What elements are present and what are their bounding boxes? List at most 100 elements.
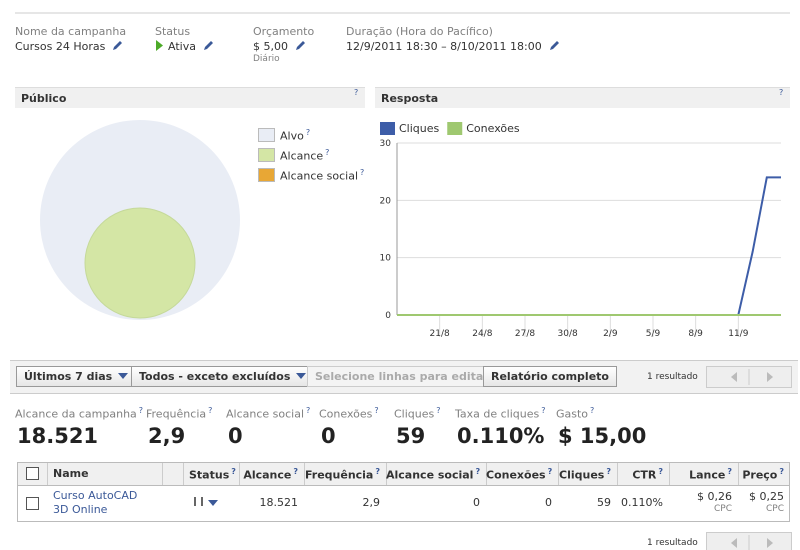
help-icon[interactable]: ?: [325, 148, 330, 157]
column-title: Conexões: [486, 468, 546, 482]
stat-label: Alcance da campanha?: [15, 406, 143, 421]
help-icon[interactable]: ?: [779, 467, 784, 476]
audience-header: Público: [15, 87, 365, 108]
stat-label: Cliques?: [394, 406, 441, 421]
x-tick-label: 2/9: [603, 329, 618, 339]
legend-text: Alcance social: [280, 169, 359, 183]
column-title: Cliques: [559, 468, 605, 482]
legend-label: Cliques: [399, 122, 440, 135]
column-header[interactable]: Alcance social?: [386, 467, 480, 482]
column-divider: [617, 463, 618, 485]
checkbox[interactable]: [26, 497, 39, 510]
legend-text: Alcance: [280, 149, 324, 163]
stat-label-text: Frequência: [146, 407, 207, 421]
stat-label: Gasto?: [556, 406, 594, 421]
cell-unit: CPC: [714, 504, 732, 514]
column-header[interactable]: Alcance?: [239, 467, 298, 482]
help-icon[interactable]: ?: [360, 168, 365, 177]
help-icon[interactable]: ?: [436, 406, 441, 415]
x-tick-label: 5/9: [646, 329, 661, 339]
edit-icon[interactable]: [202, 40, 214, 51]
status-dropdown[interactable]: [207, 499, 219, 507]
help-icon[interactable]: ?: [375, 467, 380, 476]
column-header[interactable]: Conexões?: [486, 467, 552, 482]
help-icon[interactable]: ?: [606, 467, 611, 476]
help-icon[interactable]: ?: [231, 467, 236, 476]
table-row: [17, 485, 790, 522]
stat-label-text: Gasto: [556, 407, 589, 421]
help-icon[interactable]: ?: [590, 406, 595, 415]
y-tick-label: 0: [385, 311, 391, 321]
edit-icon[interactable]: [294, 40, 306, 51]
column-divider: [47, 463, 48, 485]
column-divider: [558, 463, 559, 485]
y-tick-label: 30: [380, 139, 392, 149]
help-icon[interactable]: ?: [293, 467, 298, 476]
column-title: Lance: [689, 468, 726, 482]
help-icon[interactable]: ?: [658, 467, 663, 476]
toolbar-button[interactable]: Últimos 7 dias: [16, 366, 139, 387]
help-icon[interactable]: ?: [138, 406, 144, 415]
dropdown-arrow: [118, 373, 129, 379]
x-tick-label: 27/8: [515, 329, 535, 339]
help-icon[interactable]: ?: [208, 406, 213, 415]
column-header[interactable]: Preço?: [738, 467, 784, 482]
cell-unit: CPC: [766, 504, 784, 514]
toolbar-button[interactable]: Relatório completo: [483, 366, 617, 387]
stat-value: 2,9: [148, 424, 186, 448]
legend-swatch: [258, 148, 275, 162]
stat-label: Alcance social?: [226, 406, 310, 421]
stat-label-text: Conexões: [319, 407, 373, 421]
help-icon[interactable]: ?: [305, 128, 311, 137]
edit-icon[interactable]: [548, 40, 560, 51]
stat-label-text: Taxa de cliques: [455, 407, 540, 421]
cell-value: 0: [545, 496, 552, 509]
column-divider: [669, 463, 670, 485]
cell-value: 0: [473, 496, 480, 509]
help-icon[interactable]: ?: [779, 88, 784, 97]
edit-icon[interactable]: [111, 40, 123, 51]
cell-value: 2,9: [362, 496, 381, 509]
field-value-text: Cursos 24 Horas: [15, 40, 106, 53]
pager-arrows[interactable]: [707, 533, 791, 550]
column-header[interactable]: Name: [53, 467, 89, 480]
field-value-text: $ 5,00: [253, 40, 288, 53]
column-header[interactable]: Frequência?: [304, 467, 380, 482]
pager-arrows[interactable]: [707, 367, 791, 387]
field-label: Orçamento: [253, 25, 315, 38]
pause-icon[interactable]: [194, 497, 203, 506]
help-icon[interactable]: ?: [475, 467, 481, 476]
cell-value: 0.110%: [621, 496, 663, 509]
help-icon[interactable]: ?: [727, 467, 732, 476]
stat-label: Conexões?: [319, 406, 379, 421]
field-value-text: Ativa: [168, 40, 196, 53]
help-icon[interactable]: ?: [374, 406, 379, 415]
help-icon[interactable]: ?: [354, 88, 359, 97]
campaign-link[interactable]: Curso AutoCAD 3D Online: [53, 489, 138, 516]
help-icon[interactable]: ?: [541, 406, 546, 415]
stat-value: 59: [396, 424, 426, 448]
checkbox[interactable]: [26, 467, 39, 480]
stat-value: 0.110%: [457, 424, 545, 448]
column-header[interactable]: CTR?: [617, 467, 663, 482]
column-header[interactable]: Cliques?: [558, 467, 611, 482]
legend-label: Conexões: [466, 122, 520, 135]
column-header[interactable]: Lance?: [669, 467, 732, 482]
column-title: Alcance social: [386, 468, 474, 482]
column-title: Preço: [742, 468, 778, 482]
column-divider: [386, 463, 387, 485]
help-icon[interactable]: ?: [306, 406, 311, 415]
legend-swatch: [380, 122, 395, 135]
field-label: Nome da campanha: [15, 25, 127, 38]
column-header[interactable]: Status?: [189, 467, 236, 482]
button-text: Selecione linhas para editar: [315, 370, 489, 383]
reach-circle: [84, 207, 196, 319]
help-icon[interactable]: ?: [547, 467, 553, 476]
cell-value: 18.521: [259, 496, 299, 509]
series-line: [397, 176, 781, 316]
legend-label: Alcance?: [280, 148, 329, 163]
field-value: Cursos 24 Horas: [15, 40, 123, 53]
toolbar-button[interactable]: Todos - exceto excluídos: [131, 366, 317, 387]
